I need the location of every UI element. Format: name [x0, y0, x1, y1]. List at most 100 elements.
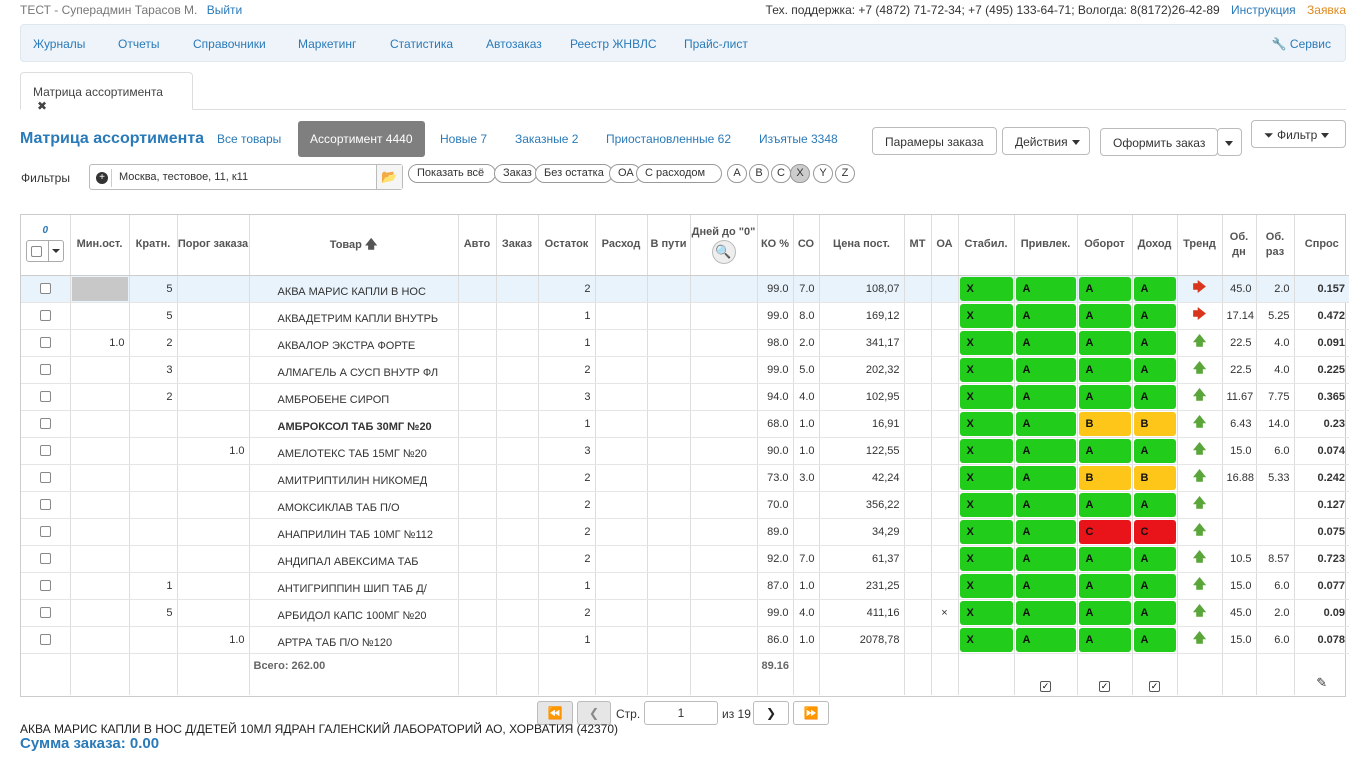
letter-z[interactable]: Z [835, 164, 855, 183]
cell-min-stock[interactable] [70, 491, 130, 519]
cell-min-stock[interactable] [70, 572, 130, 600]
cell-product-name[interactable]: АКВАДЕТРИМ КАПЛИ ВНУТРЬ [249, 302, 459, 330]
cell-min-stock[interactable] [70, 302, 130, 330]
cell-product-name[interactable]: АМЕЛОТЕКС ТАБ 15МГ №20 [249, 437, 459, 465]
cell-product-name[interactable]: АНТИГРИППИН ШИП ТАБ Д/ [249, 572, 459, 600]
cell-product-name[interactable]: АМИТРИПТИЛИН НИКОМЕД [249, 464, 459, 492]
cell-order-threshold[interactable] [177, 275, 250, 303]
actions-button[interactable]: Действия [1002, 127, 1090, 155]
cell-multiplicity[interactable]: 5 [129, 275, 178, 303]
row-select[interactable] [21, 491, 71, 519]
pill-withdrawn[interactable]: Изъятые 3348 [759, 132, 838, 146]
cell-multiplicity[interactable]: 3 [129, 356, 178, 384]
row-checkbox[interactable] [39, 499, 51, 511]
col-order[interactable]: Заказ [496, 215, 539, 276]
table-row[interactable]: 1.0 2 АКВАЛОР ЭКСТРА ФОРТЕ 1 98.0 2.0 341,17 X A… [21, 329, 1349, 357]
col-attractiveness[interactable]: Привлек. [1014, 215, 1078, 276]
row-checkbox[interactable] [39, 580, 51, 592]
cell-product-name[interactable]: АМОКСИКЛАВ ТАБ П/О [249, 491, 459, 519]
cell-product-name[interactable]: АНДИПАЛ АВЕКСИМА ТАБ [249, 545, 459, 573]
cell-multiplicity[interactable]: 2 [129, 329, 178, 357]
cell-order[interactable] [496, 329, 539, 357]
cell-min-stock[interactable] [70, 437, 130, 465]
location-selector[interactable]: + Москва, тестовое, 11, к11 📂 [89, 164, 403, 190]
select-all-dropdown[interactable] [26, 239, 65, 262]
col-demand[interactable]: Спрос [1294, 215, 1349, 276]
cell-multiplicity[interactable] [129, 518, 178, 546]
logout-link[interactable]: Выйти [206, 3, 243, 17]
nav-pricelist[interactable]: Прайс-лист [684, 37, 748, 51]
col-stock[interactable]: Остаток [538, 215, 596, 276]
col-ko[interactable]: КО % [757, 215, 794, 276]
col-min-stock[interactable]: Мин.ост. [70, 215, 130, 276]
cell-order-threshold[interactable] [177, 599, 250, 627]
cell-order[interactable] [496, 275, 539, 303]
nav-marketing[interactable]: Маркетинг [298, 37, 357, 51]
cell-order[interactable] [496, 518, 539, 546]
col-days-to-zero[interactable]: Дней до "0" 🔍 [690, 215, 758, 276]
cell-multiplicity[interactable] [129, 626, 178, 654]
table-row[interactable]: 1.0 АРТРА ТАБ П/О №120 1 86.0 1.0 2078,78 X A A A… [21, 626, 1349, 654]
cell-min-stock[interactable] [70, 626, 130, 654]
cell-min-stock[interactable] [70, 464, 130, 492]
cell-multiplicity[interactable]: 2 [129, 383, 178, 411]
column-toggle-checkbox[interactable]: ✓ [1149, 681, 1160, 692]
chip-with-expense[interactable]: С расходом [636, 164, 722, 183]
table-row[interactable]: 5 АКВА МАРИС КАПЛИ В НОС 2 99.0 7.0 108,07 X A A… [21, 275, 1349, 303]
nav-journals[interactable]: Журналы [33, 37, 86, 51]
col-product[interactable]: Товар 🡅 [249, 215, 459, 276]
cell-order[interactable] [496, 437, 539, 465]
add-location-button[interactable]: + [94, 169, 112, 187]
col-expense[interactable]: Расход [595, 215, 648, 276]
manual-link[interactable]: Инструкция [1231, 3, 1296, 17]
order-params-button[interactable]: Парамеры заказа [872, 127, 997, 155]
cell-product-name[interactable]: АЛМАГЕЛЬ А СУСП ВНУТР ФЛ [249, 356, 459, 384]
cell-multiplicity[interactable] [129, 491, 178, 519]
col-income[interactable]: Доход [1132, 215, 1178, 276]
close-icon[interactable]: ✖ [37, 99, 48, 113]
row-select[interactable] [21, 329, 71, 357]
table-row[interactable]: 1 АНТИГРИППИН ШИП ТАБ Д/1 87.0 1.0 231,25 X A A… [21, 572, 1349, 600]
column-toggle-checkbox[interactable]: ✓ [1099, 681, 1110, 692]
row-checkbox[interactable] [39, 445, 51, 457]
cell-multiplicity[interactable] [129, 464, 178, 492]
cell-min-stock[interactable] [70, 518, 130, 546]
letter-c[interactable]: C [771, 164, 791, 183]
page-input[interactable]: 1 [644, 701, 718, 725]
min-stock-editor[interactable] [71, 276, 128, 301]
cell-order[interactable] [496, 302, 539, 330]
row-select[interactable] [21, 545, 71, 573]
cell-min-stock[interactable] [70, 383, 130, 411]
table-row[interactable]: АМОКСИКЛАВ ТАБ П/О 2 70.0 356,22 X A A A 🡅 0.127 [21, 491, 1349, 519]
table-row[interactable]: 3 АЛМАГЕЛЬ А СУСП ВНУТР ФЛ 2 99.0 5.0 202,32 X… [21, 356, 1349, 384]
cell-order-threshold[interactable] [177, 410, 250, 438]
table-row[interactable]: АМИТРИПТИЛИН НИКОМЕД 2 73.0 3.0 42,24 X A B B 🡅 16… [21, 464, 1349, 492]
cell-min-stock[interactable] [70, 356, 130, 384]
row-select[interactable] [21, 437, 71, 465]
cell-multiplicity[interactable]: 1 [129, 572, 178, 600]
col-price[interactable]: Цена пост. [819, 215, 905, 276]
cell-order-threshold[interactable] [177, 356, 250, 384]
nav-statistics[interactable]: Статистика [390, 37, 454, 51]
select-menu-toggle[interactable] [48, 240, 63, 261]
select-all-checkbox[interactable] [31, 245, 43, 257]
row-select[interactable] [21, 626, 71, 654]
cell-product-name[interactable]: АМБРОБЕНЕ СИРОП [249, 383, 459, 411]
row-checkbox[interactable] [39, 526, 51, 538]
cell-order[interactable] [496, 383, 539, 411]
cell-order[interactable] [496, 572, 539, 600]
cell-order-threshold[interactable] [177, 302, 250, 330]
cell-order-threshold[interactable] [177, 464, 250, 492]
col-oa[interactable]: ОА [931, 215, 959, 276]
chip-order[interactable]: Заказ [494, 164, 537, 183]
row-select[interactable] [21, 599, 71, 627]
table-row[interactable]: АМБРОКСОЛ ТАБ 30МГ №20 1 68.0 1.0 16,91 X A B B 🡅… [21, 410, 1349, 438]
table-row[interactable]: 5 АКВАДЕТРИМ КАПЛИ ВНУТРЬ 1 99.0 8.0 169,12 X A… [21, 302, 1349, 330]
row-select[interactable] [21, 572, 71, 600]
first-page-button[interactable]: ⏪ [537, 701, 573, 725]
cell-multiplicity[interactable]: 5 [129, 599, 178, 627]
cell-product-name[interactable]: АКВА МАРИС КАПЛИ В НОС [249, 275, 459, 303]
col-order-threshold[interactable]: Порог заказа [177, 215, 250, 276]
place-order-button[interactable]: Оформить заказ [1100, 128, 1218, 156]
row-select[interactable] [21, 518, 71, 546]
